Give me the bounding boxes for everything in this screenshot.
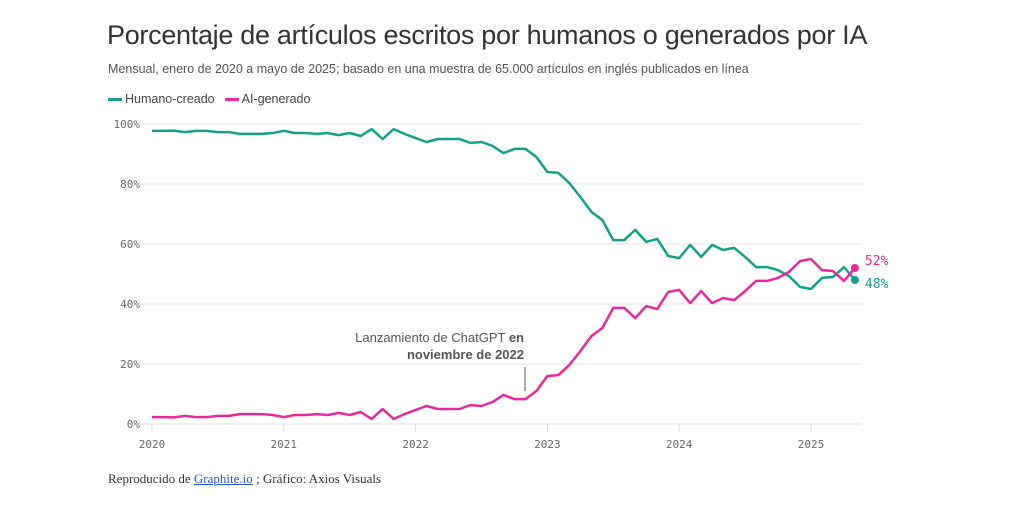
series-end-point (850, 276, 859, 284)
legend-swatch-ai (224, 98, 239, 102)
series-line-ai (152, 257, 856, 421)
svg-text:Lanzamiento de ChatGPT en: Lanzamiento de ChatGPT en (355, 330, 524, 345)
chart-title: Porcentaje de artículos escritos por hum… (107, 20, 868, 50)
legend-label-human: Humano-creado (125, 92, 215, 106)
x-tick-label: 2024 (666, 438, 693, 451)
x-tick-label: 2025 (798, 438, 825, 451)
footer-suffix: ; Gráfico: Axios Visuals (252, 471, 382, 486)
chatgpt-annotation: Lanzamiento de ChatGPT en noviembre de 2… (355, 330, 526, 391)
legend-item-human: Humano-creado (108, 92, 215, 106)
y-tick-label: 100% (114, 118, 141, 131)
annotation-line1-bold: en (509, 330, 524, 345)
y-tick-label: 60% (120, 238, 140, 251)
legend-item-ai: AI-generado (224, 92, 311, 106)
x-tick-label: 2021 (271, 438, 298, 451)
x-tick-label: 2022 (402, 438, 429, 451)
chart-subtitle: Mensual, enero de 2020 a mayo de 2025; b… (108, 62, 749, 76)
graphite-link[interactable]: Graphite.io (193, 471, 253, 486)
y-tick-label: 80% (120, 178, 140, 191)
x-tick-label: 2023 (534, 438, 561, 451)
legend-label-ai: AI-generado (241, 92, 311, 106)
series-end-label: 52% (865, 254, 889, 269)
annotation-line2: noviembre de 2022 (407, 347, 524, 362)
x-tick-label: 2020 (139, 438, 166, 451)
series-line-human (152, 127, 856, 291)
series-end-label: 48% (865, 277, 889, 292)
y-tick-label: 0% (127, 418, 141, 431)
y-tick-label: 20% (120, 358, 140, 371)
source-footer: Reproducido de Graphite.io ; Gráfico: Ax… (108, 471, 381, 487)
y-tick-label: 40% (120, 298, 140, 311)
legend-swatch-human (108, 98, 122, 102)
footer-prefix: Reproducido de (108, 471, 194, 486)
legend: Humano-creado AI-generado (108, 92, 310, 106)
annotation-line1: Lanzamiento de ChatGPT (355, 330, 505, 345)
series-end-point (850, 264, 859, 272)
